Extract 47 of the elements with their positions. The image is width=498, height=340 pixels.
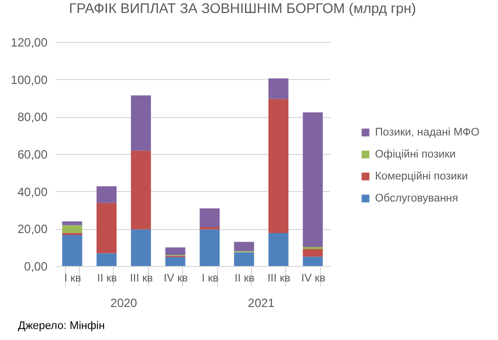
bar	[62, 225, 82, 233]
bar	[165, 247, 186, 255]
y-tick-label: 0,00	[24, 260, 48, 274]
bar	[268, 232, 288, 266]
y-tick-label: 120,00	[10, 36, 48, 50]
legend-label: Обслуговування	[375, 192, 458, 204]
bar	[234, 252, 254, 266]
x-tick-label: II кв	[234, 272, 255, 284]
x-tick-label: III кв	[267, 272, 291, 284]
bar	[268, 98, 288, 233]
bar	[200, 229, 220, 266]
x-tick-label: II кв	[97, 272, 118, 284]
legend-label: Позики, надані МФО	[375, 126, 480, 138]
text: 2020	[109, 296, 138, 310]
chart-title: ГРАФІК ВИПЛАТ ЗА ЗОВНІШНІМ БОРГОМ (млрд грн)	[68, 0, 416, 16]
bar	[268, 78, 288, 99]
bar	[62, 232, 82, 236]
y-tick-label: 60,00	[17, 148, 48, 162]
text: Джерело: Мінфін	[18, 320, 105, 332]
bar	[302, 112, 323, 247]
bar	[96, 202, 117, 254]
y-tick-label: 40,00	[17, 184, 48, 199]
y-tick-label: 20,00	[17, 222, 48, 236]
x-tick-label: I кв	[202, 272, 219, 284]
bar	[165, 257, 186, 266]
bar	[62, 221, 82, 226]
y-tick-label: 100,00	[10, 72, 48, 87]
bar	[234, 242, 254, 252]
bar	[96, 253, 117, 266]
bar	[302, 249, 323, 257]
x-tick-label: IV кв	[301, 272, 326, 284]
bar	[200, 226, 220, 230]
bar	[96, 186, 117, 203]
bar	[302, 256, 323, 266]
x-tick-label: IV кв	[164, 272, 188, 284]
legend-label: Комерційні позики	[375, 170, 468, 182]
bar	[200, 208, 220, 227]
x-tick-label: III кв	[130, 272, 154, 284]
text: 2021	[246, 296, 276, 310]
bar	[302, 246, 323, 250]
x-tick-label: I кв	[64, 272, 82, 284]
bar	[130, 229, 151, 266]
bar	[62, 235, 82, 266]
bar	[130, 150, 151, 230]
legend-label: Офіційні позики	[375, 148, 456, 160]
y-tick-label: 80,00	[17, 110, 48, 124]
bar	[130, 95, 151, 151]
